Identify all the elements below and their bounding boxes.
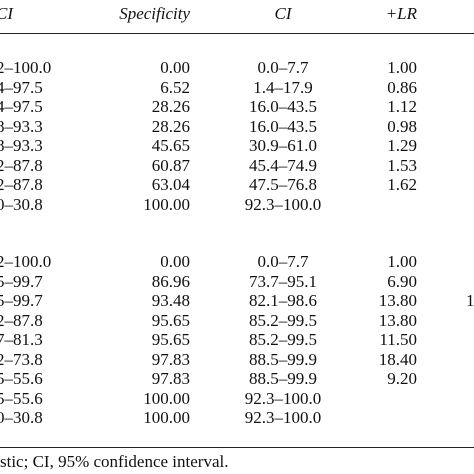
table-cell: 92.3–100.0 (244, 408, 322, 427)
table-cell: 2–87.8 (0, 310, 43, 330)
table-cell: 0.0–7.7 (257, 58, 309, 77)
table-cell: 1.00 (387, 58, 417, 77)
table-cell: 92.3–100.0 (244, 388, 322, 408)
table-cell: 1.62 (387, 175, 417, 194)
table-cell: 8–93.3 (0, 136, 43, 155)
table-cell: 2–73.8 (0, 349, 43, 369)
table-cell: 5–99.7 (0, 271, 43, 291)
table-cell: 7–81.3 (0, 330, 43, 349)
table-cell: 1.00 (387, 252, 417, 271)
table-cell: 82.1–98.6 (249, 291, 317, 310)
table-cell: 100.00 (143, 388, 190, 408)
table-cell: 100.00 (143, 194, 190, 214)
table-cell: 28.26 (151, 116, 190, 136)
table-cell: 2–100.0 (0, 58, 52, 77)
table-cell: 93.48 (151, 291, 190, 310)
table-cell: 2–100.0 (0, 252, 52, 271)
bottom-rule (0, 447, 474, 448)
table-cell: 92.3–100.0 (244, 194, 322, 214)
table-cell: 1.29 (387, 136, 417, 155)
table-cell: 0.0–7.7 (257, 252, 309, 271)
table-cell: 2–87.8 (0, 175, 43, 194)
table-cell: 4–97.5 (0, 77, 43, 97)
table-cell: 11.50 (379, 330, 417, 349)
table-cell: 0–30.8 (0, 408, 43, 427)
table-cell: 0.00 (160, 252, 190, 271)
table-cell: 60.87 (151, 155, 190, 175)
table-cell: 8–93.3 (0, 116, 43, 136)
table-cell: 9.20 (387, 369, 417, 388)
table-cell: 16.0–43.5 (249, 116, 317, 136)
table-cell: 0.98 (387, 116, 417, 136)
table-cell: 5–55.6 (0, 369, 43, 388)
column-header: CI (0, 4, 13, 23)
header-rule (0, 33, 474, 34)
table-cell: 13.80 (378, 310, 417, 330)
table-cell: 28.26 (151, 97, 190, 116)
table-cell: 86.96 (151, 271, 190, 291)
table-cell: 2–87.8 (0, 155, 43, 175)
table-cell: 6.52 (160, 77, 190, 97)
table-cell: 13.80 (378, 291, 417, 310)
column-header: Specificity (119, 4, 190, 23)
table-cell: 88.5–99.9 (249, 369, 317, 388)
table-cell: 1.12 (387, 97, 417, 116)
column-header: CI (274, 4, 292, 23)
table-cell: 73.7–95.1 (249, 271, 317, 291)
table-cell: 100.00 (143, 408, 190, 427)
table-cell: 30.9–61.0 (249, 136, 317, 155)
table-cell: 47.5–76.8 (249, 175, 317, 194)
table-cell: 85.2–99.5 (249, 330, 317, 349)
table-cell: 18.40 (378, 349, 417, 369)
table-cell: 0.00 (160, 58, 190, 77)
table-cell: 5–99.7 (0, 291, 43, 310)
table-cell: 85.2–99.5 (249, 310, 317, 330)
table-cell: 16.0–43.5 (249, 97, 317, 116)
table-cell: 63.04 (151, 175, 190, 194)
table-cell: 88.5–99.9 (249, 349, 317, 369)
table-cell: 97.83 (151, 369, 190, 388)
table-cell: 45.65 (151, 136, 190, 155)
table-cell: 45.4–74.9 (249, 155, 317, 175)
table-cell: 0–30.8 (0, 194, 43, 214)
table-cell: 97.83 (151, 349, 190, 369)
table-cell: 1.53 (387, 155, 417, 175)
table-cell: 6.90 (387, 271, 417, 291)
table-cell: 95.65 (151, 330, 190, 349)
column-header: +LR (385, 4, 417, 23)
footnote: stic; CI, 95% confidence interval. (0, 452, 229, 471)
table-cell: 95.65 (151, 310, 190, 330)
table-cell: 5–55.6 (0, 388, 43, 408)
table-cell: 1.4–17.9 (253, 77, 313, 97)
table-cell: 1 (466, 291, 474, 310)
table-cell: 0.86 (387, 77, 417, 97)
table-cell: 4–97.5 (0, 97, 43, 116)
